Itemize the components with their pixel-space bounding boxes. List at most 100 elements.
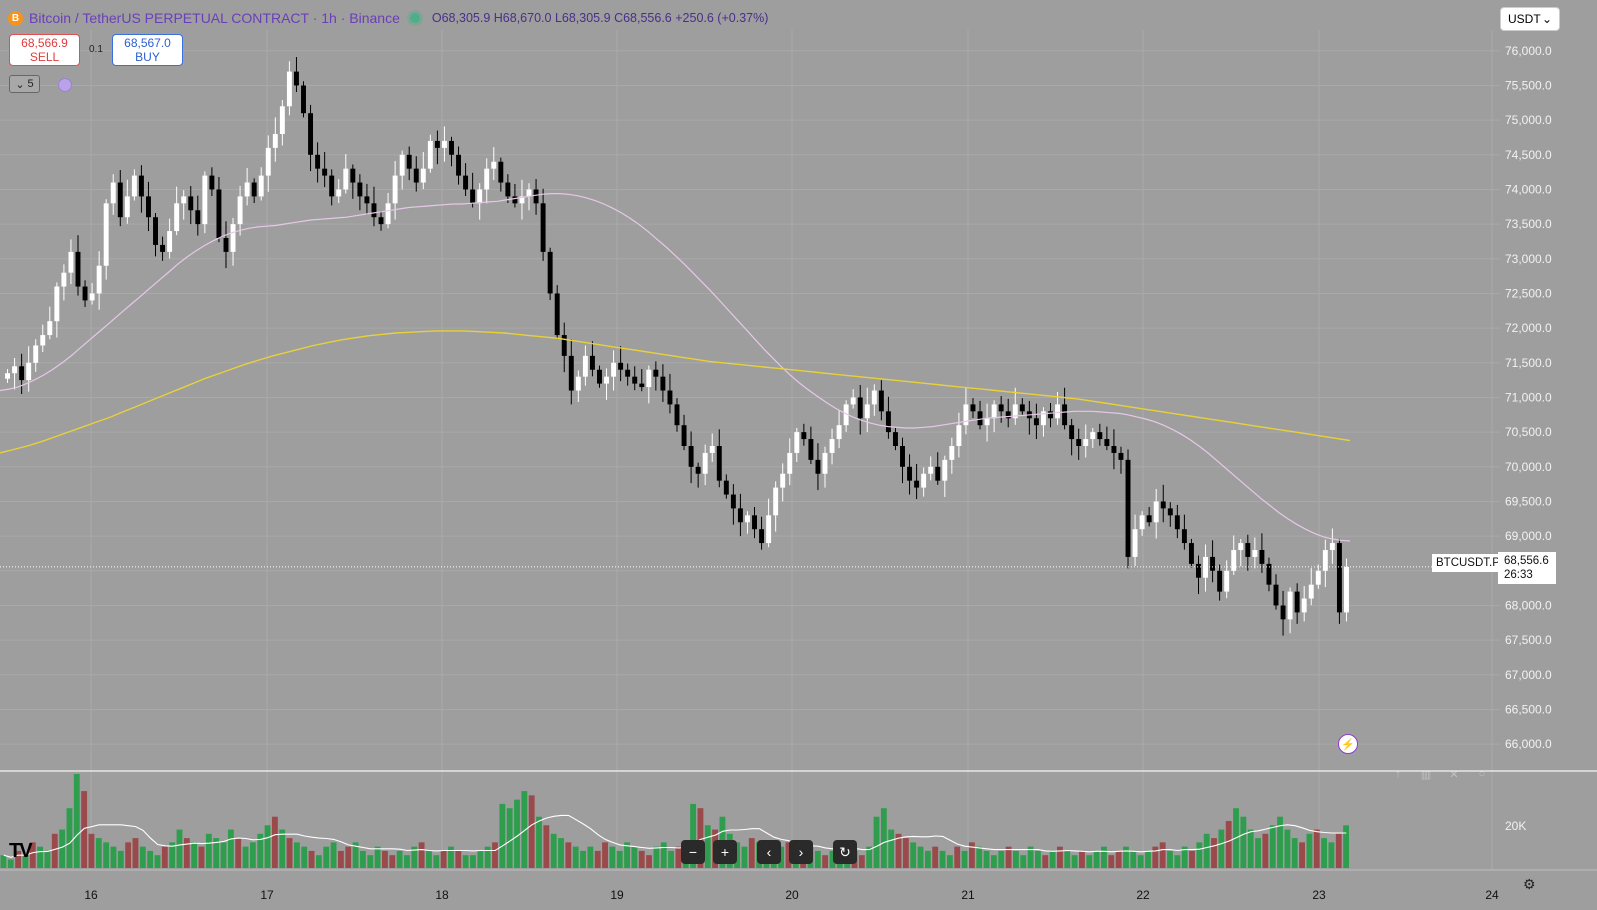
- candle-body: [47, 321, 53, 336]
- candle-body: [611, 362, 617, 377]
- sell-label: SELL: [29, 50, 60, 64]
- volume-bar: [998, 850, 1005, 868]
- candle-body: [639, 383, 645, 388]
- volume-bar: [939, 850, 946, 868]
- volume-bar: [315, 855, 322, 868]
- candle-body: [928, 466, 934, 474]
- lightning-icon[interactable]: ⚡: [1338, 734, 1358, 754]
- candle-body: [75, 251, 81, 287]
- volume-bar: [257, 833, 264, 868]
- volume-bar: [1284, 829, 1291, 868]
- candle-body: [96, 265, 102, 294]
- reset-chart-button[interactable]: ↻: [833, 840, 857, 864]
- candle-body: [1019, 404, 1025, 412]
- candle-body: [526, 189, 532, 197]
- low-value: 68,305.9: [561, 11, 611, 25]
- chevron-down-icon: ⌄: [1541, 12, 1552, 26]
- candle-body: [279, 106, 285, 134]
- candle-body: [1203, 556, 1209, 578]
- order-quantity[interactable]: 0.1: [89, 44, 103, 55]
- close-icon[interactable]: ✕: [1449, 768, 1459, 781]
- settings-gear-icon[interactable]: ⚙: [1523, 876, 1536, 892]
- candle-body: [54, 286, 60, 322]
- indicators-toggle[interactable]: ⌄ 5: [9, 75, 40, 93]
- volume-bar: [1291, 838, 1298, 868]
- candle-body: [216, 189, 222, 238]
- buy-price: 68,567.0: [124, 36, 171, 50]
- candle-body: [589, 355, 595, 370]
- volume-bar: [404, 855, 410, 868]
- candle-body: [26, 362, 32, 381]
- volume-bar: [631, 846, 638, 868]
- volume-bar: [1174, 855, 1181, 868]
- close-value: 68,556.6: [623, 11, 672, 25]
- candle-body: [336, 189, 342, 197]
- candle-body: [1231, 550, 1237, 571]
- candle-body: [1181, 529, 1187, 544]
- candle-body: [1259, 550, 1265, 564]
- volume-bar: [528, 795, 535, 868]
- indicator-settings-icon[interactable]: [58, 78, 72, 92]
- candle-body: [843, 404, 849, 426]
- sell-button[interactable]: 68,566.9 SELL: [9, 34, 80, 66]
- candle-body: [604, 376, 609, 384]
- volume-bar: [741, 846, 748, 868]
- x-tick-label: 24: [1485, 888, 1499, 902]
- more-icon[interactable]: ○: [1478, 768, 1486, 780]
- candle-body: [970, 404, 976, 412]
- candle-body: [364, 196, 370, 204]
- volume-bar: [888, 829, 895, 868]
- y-tick-label: 72,500.0: [1505, 286, 1552, 300]
- volume-bar: [1005, 846, 1012, 868]
- symbol-title[interactable]: Bitcoin / TetherUS PERPETUAL CONTRACT · …: [29, 10, 400, 26]
- candle-body: [836, 425, 842, 440]
- candle-body: [998, 404, 1004, 412]
- candle-body: [646, 369, 652, 388]
- candle-body: [322, 168, 328, 176]
- volume-bar: [646, 855, 652, 868]
- y-tick-label: 66,500.0: [1505, 702, 1552, 716]
- zoom-out-button[interactable]: −: [681, 840, 705, 864]
- currency-select[interactable]: USDT ⌄: [1500, 7, 1560, 31]
- scroll-right-button[interactable]: ›: [789, 840, 813, 864]
- volume-bar: [411, 846, 418, 868]
- buy-button[interactable]: 68,567.0 BUY: [112, 34, 183, 66]
- candle-body: [745, 515, 750, 523]
- volume-bar: [895, 833, 902, 868]
- candle-body: [519, 196, 525, 204]
- y-tick-label: 67,000.0: [1505, 668, 1552, 682]
- volume-bar: [15, 850, 22, 868]
- tradingview-logo-icon: TV: [9, 840, 33, 862]
- volume-bar: [330, 842, 337, 868]
- candle-body: [441, 140, 447, 148]
- candle-body: [420, 168, 426, 183]
- candle-body: [1104, 439, 1110, 446]
- candle-body: [272, 134, 278, 148]
- volume-bar: [734, 842, 741, 868]
- candle-body: [202, 175, 208, 225]
- y-tick-label: 74,500.0: [1505, 148, 1552, 162]
- candle-body: [19, 366, 25, 381]
- candle-body: [575, 376, 581, 391]
- volume-bar: [1321, 838, 1327, 868]
- candle-body: [533, 189, 539, 204]
- candle-body: [660, 376, 666, 391]
- open-value: 68,305.9: [441, 11, 491, 25]
- trash-icon[interactable]: ▥: [1420, 768, 1432, 781]
- volume-bar: [264, 825, 271, 868]
- candle-body: [780, 473, 786, 488]
- symbol-legend: B Bitcoin / TetherUS PERPETUAL CONTRACT …: [8, 8, 768, 28]
- pane-tools: ↑ ▥ ✕ ○: [1388, 765, 1492, 783]
- zoom-in-button[interactable]: +: [713, 840, 737, 864]
- candle-body: [124, 196, 130, 218]
- volume-bar: [1086, 855, 1093, 868]
- volume-bar: [902, 838, 909, 868]
- scroll-left-button[interactable]: ‹: [757, 840, 781, 864]
- candle-body: [505, 182, 511, 197]
- candle-body: [350, 168, 356, 183]
- candle-body: [597, 369, 602, 384]
- candle-body: [117, 182, 123, 218]
- volume-bar: [1255, 838, 1261, 868]
- arrow-up-icon[interactable]: ↑: [1395, 768, 1401, 780]
